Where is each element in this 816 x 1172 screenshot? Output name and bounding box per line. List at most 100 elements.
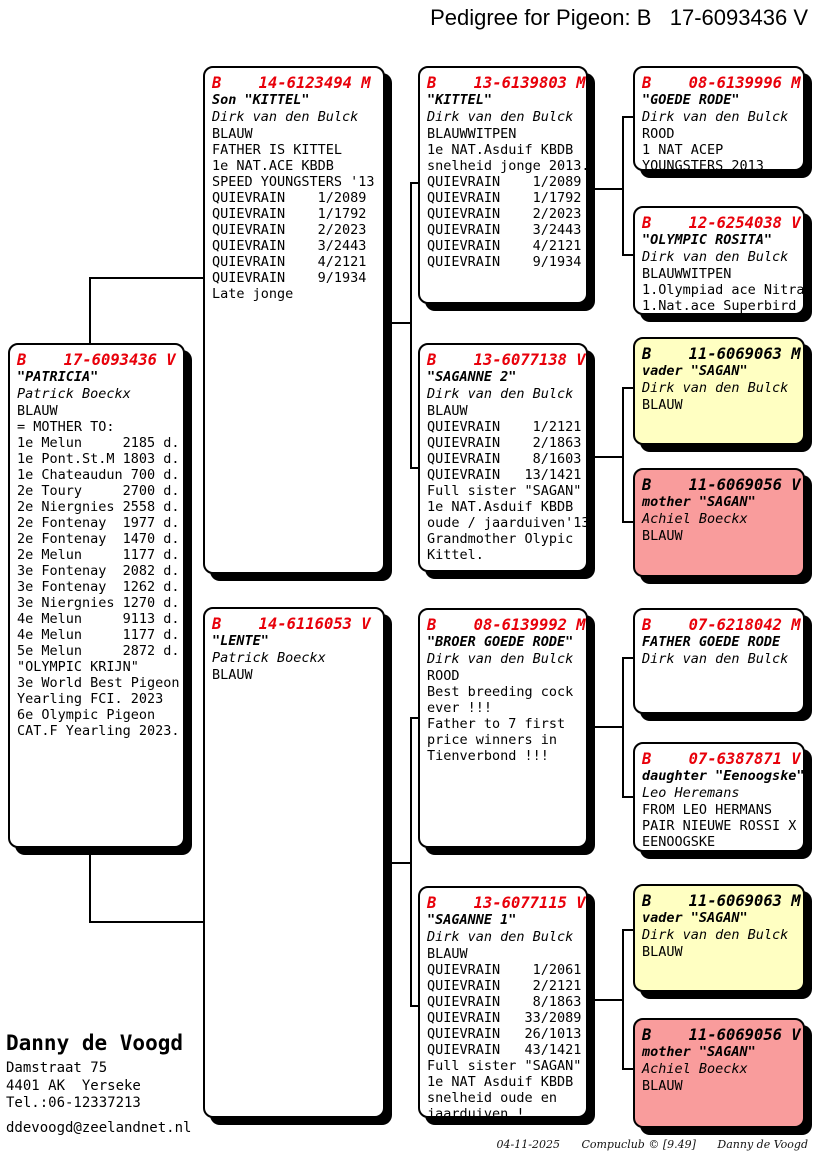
pigeon-name: FATHER GOEDE RODE bbox=[642, 634, 781, 650]
connector-line bbox=[622, 521, 635, 523]
connector-line bbox=[622, 796, 635, 798]
pigeon-name: "GOEDE RODE" bbox=[642, 92, 740, 108]
connector-line bbox=[89, 278, 91, 344]
connector-line bbox=[622, 387, 624, 523]
pedigree-box-paternal-grandfather: B 13-6139803 M "KITTEL" Dirk van den Bul… bbox=[418, 66, 590, 304]
pigeon-name: mother "SAGAN" bbox=[642, 494, 756, 510]
connector-line bbox=[622, 929, 624, 1070]
pigeon-name: daughter "Eenoogske" bbox=[642, 768, 805, 784]
pigeon-name: "SAGANNE 2" bbox=[427, 369, 517, 385]
ring-number: B 11-6069063 M bbox=[642, 892, 801, 910]
pigeon-details: BLAUW QUIEVRAIN 1/2061 QUIEVRAIN 2/2121 … bbox=[427, 945, 582, 1122]
connector-line bbox=[588, 726, 624, 728]
pigeon-name: "OLYMPIC ROSITA" bbox=[642, 232, 773, 248]
connector-line bbox=[410, 467, 420, 469]
fancier-name: Dirk van den Bulck bbox=[427, 929, 574, 945]
fancier-name: Dirk van den Bulck bbox=[642, 380, 789, 396]
pigeon-name: "SAGANNE 1" bbox=[427, 912, 517, 928]
pigeon-name: vader "SAGAN" bbox=[642, 363, 748, 379]
connector-line bbox=[588, 999, 624, 1001]
owner-email: ddevoogd@zeelandnet.nl bbox=[6, 1120, 192, 1136]
pigeon-details: ROOD Best breeding cock ever !!! Father … bbox=[427, 667, 574, 764]
pigeon-details: FROM LEO HERMANS PAIR NIEUWE ROSSI X EEN… bbox=[642, 801, 797, 850]
connector-line bbox=[622, 1068, 635, 1070]
fancier-name: Dirk van den Bulck bbox=[642, 927, 789, 943]
pigeon-details: BLAUW FATHER IS KITTEL 1e NAT.ACE KBDB S… bbox=[212, 125, 375, 302]
pigeon-name: "BROER GOEDE RODE" bbox=[427, 634, 574, 650]
connector-line bbox=[410, 182, 420, 184]
fancier-name: Dirk van den Bulck bbox=[427, 651, 574, 667]
pedigree-box-mother: B 14-6116053 V "LENTE" Patrick Boeckx BL… bbox=[203, 607, 385, 1118]
connector-line bbox=[89, 847, 91, 923]
fancier-name: Dirk van den Bulck bbox=[642, 109, 789, 125]
pedigree-box-great-grandmother-4: B 11-6069056 V mother "SAGAN" Achiel Boe… bbox=[633, 1018, 805, 1128]
connector-line bbox=[622, 929, 635, 931]
pigeon-details: ROOD 1 NAT ACEP YOUNGSTERS 2013 bbox=[642, 125, 764, 174]
ring-number: B 11-6069056 V bbox=[642, 1026, 801, 1044]
connector-line bbox=[622, 387, 635, 389]
pigeon-details: BLAUW QUIEVRAIN 1/2121 QUIEVRAIN 2/1863 … bbox=[427, 402, 590, 563]
pedigree-box-great-grandmother-1: B 12-6254038 V "OLYMPIC ROSITA" Dirk van… bbox=[633, 206, 805, 315]
footer-program: Compuclub © [9.49] bbox=[581, 1138, 696, 1151]
fancier-name: Dirk van den Bulck bbox=[427, 109, 574, 125]
ring-number: B 11-6069063 M bbox=[642, 345, 801, 363]
fancier-name: Patrick Boeckx bbox=[17, 386, 131, 402]
fancier-name: Patrick Boeckx bbox=[212, 650, 326, 666]
pedigree-box-great-grandfather-3: B 07-6218042 M FATHER GOEDE RODE Dirk va… bbox=[633, 608, 805, 714]
pigeon-details: BLAUW bbox=[642, 527, 683, 544]
connector-line bbox=[588, 456, 624, 458]
pigeon-details: BLAUWWITPEN 1.Olympiad ace Nitra 1.Nat.a… bbox=[642, 265, 805, 314]
footer-date: 04-11-2025 bbox=[496, 1138, 560, 1151]
fancier-name: Dirk van den Bulck bbox=[212, 109, 359, 125]
pedigree-box-father: B 14-6123494 M Son "KITTEL" Dirk van den… bbox=[203, 66, 385, 574]
ring-number: B 08-6139992 M bbox=[427, 616, 586, 634]
pigeon-name: "KITTEL" bbox=[427, 92, 493, 108]
pigeon-details: BLAUW bbox=[642, 1077, 683, 1094]
fancier-name: Achiel Boeckx bbox=[642, 511, 748, 527]
pedigree-box-great-grandfather-4: B 11-6069063 M vader "SAGAN" Dirk van de… bbox=[633, 884, 805, 992]
pedigree-box-great-grandfather-2: B 11-6069063 M vader "SAGAN" Dirk van de… bbox=[633, 337, 805, 445]
pedigree-box-paternal-grandmother: B 13-6077138 V "SAGANNE 2" Dirk van den … bbox=[418, 343, 590, 572]
connector-line bbox=[410, 717, 412, 1007]
connector-line bbox=[622, 657, 635, 659]
connector-line bbox=[385, 322, 412, 324]
pigeon-name: Son "KITTEL" bbox=[212, 92, 310, 108]
connector-line bbox=[89, 921, 205, 923]
footer-author: Danny de Voogd bbox=[717, 1138, 808, 1151]
ring-number: B 17-6093436 V bbox=[17, 351, 176, 369]
connector-line bbox=[622, 657, 624, 798]
fancier-name: Dirk van den Bulck bbox=[642, 651, 789, 667]
connector-line bbox=[588, 188, 624, 190]
fancier-name: Dirk van den Bulck bbox=[642, 249, 789, 265]
owner-name: Danny de Voogd bbox=[6, 1031, 184, 1055]
pedigree-box-great-grandmother-3: B 07-6387871 V daughter "Eenoogske" Leo … bbox=[633, 742, 805, 852]
pigeon-details: BLAUW bbox=[642, 943, 683, 960]
pigeon-name: "PATRICIA" bbox=[17, 369, 99, 385]
pigeon-details: BLAUW bbox=[642, 396, 683, 413]
ring-number: B 08-6139996 M bbox=[642, 74, 801, 92]
pedigree-box-subject: B 17-6093436 V "PATRICIA" Patrick Boeckx… bbox=[8, 343, 185, 848]
connector-line bbox=[622, 116, 624, 256]
owner-address: Damstraat 75 4401 AK Yerseke Tel.:06-123… bbox=[6, 1060, 141, 1111]
ring-number: B 07-6387871 V bbox=[642, 750, 801, 768]
pigeon-name: mother "SAGAN" bbox=[642, 1044, 756, 1060]
ring-number: B 12-6254038 V bbox=[642, 214, 801, 232]
pedigree-box-maternal-grandmother: B 13-6077115 V "SAGANNE 1" Dirk van den … bbox=[418, 886, 588, 1122]
ring-number: B 07-6218042 M bbox=[642, 616, 801, 634]
connector-line bbox=[410, 1005, 420, 1007]
page-title: Pedigree for Pigeon: B 17-6093436 V bbox=[430, 5, 808, 30]
pigeon-name: "LENTE" bbox=[212, 633, 269, 649]
connector-line bbox=[622, 254, 635, 256]
pigeon-name: vader "SAGAN" bbox=[642, 910, 748, 926]
pigeon-details: BLAUWWITPEN 1e NAT.Asduif KBDB snelheid … bbox=[427, 125, 590, 270]
fancier-name: Leo Heremans bbox=[642, 785, 740, 801]
pedigree-box-great-grandfather-1: B 08-6139996 M "GOEDE RODE" Dirk van den… bbox=[633, 66, 805, 174]
fancier-name: Achiel Boeckx bbox=[642, 1061, 748, 1077]
connector-line bbox=[385, 862, 412, 864]
ring-number: B 13-6077115 V bbox=[427, 894, 586, 912]
ring-number: B 13-6139803 M bbox=[427, 74, 586, 92]
fancier-name: Dirk van den Bulck bbox=[427, 386, 574, 402]
ring-number: B 11-6069056 V bbox=[642, 476, 801, 494]
ring-number: B 13-6077138 V bbox=[427, 351, 586, 369]
